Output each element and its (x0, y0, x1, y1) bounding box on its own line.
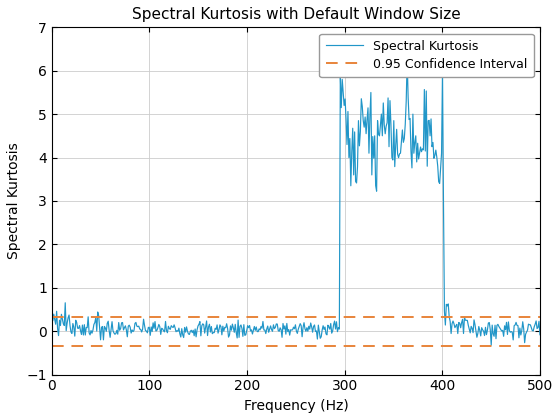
Spectral Kurtosis (449, 321, 455, 326)
Spectral Kurtosis (211, 330, 218, 335)
Title: Spectral Kurtosis with Default Window Size: Spectral Kurtosis with Default Window Si… (132, 7, 460, 22)
Spectral Kurtosis (404, 57, 410, 62)
Spectral Kurtosis (488, 343, 494, 348)
Spectral Kurtosis (118, 320, 125, 326)
Spectral Kurtosis (536, 332, 543, 337)
Spectral Kurtosis (263, 326, 270, 331)
0.95 Confidence Interval (49, 315, 56, 320)
Spectral Kurtosis (58, 312, 65, 317)
Y-axis label: Spectral Kurtosis: Spectral Kurtosis (7, 142, 21, 259)
X-axis label: Frequency (Hz): Frequency (Hz) (244, 399, 348, 413)
Spectral Kurtosis (485, 320, 492, 326)
0.95 Confidence Interval (49, 315, 55, 320)
Line: Spectral Kurtosis: Spectral Kurtosis (52, 60, 540, 345)
Spectral Kurtosis (49, 318, 55, 323)
Legend: Spectral Kurtosis, 0.95 Confidence Interval: Spectral Kurtosis, 0.95 Confidence Inter… (319, 34, 534, 77)
